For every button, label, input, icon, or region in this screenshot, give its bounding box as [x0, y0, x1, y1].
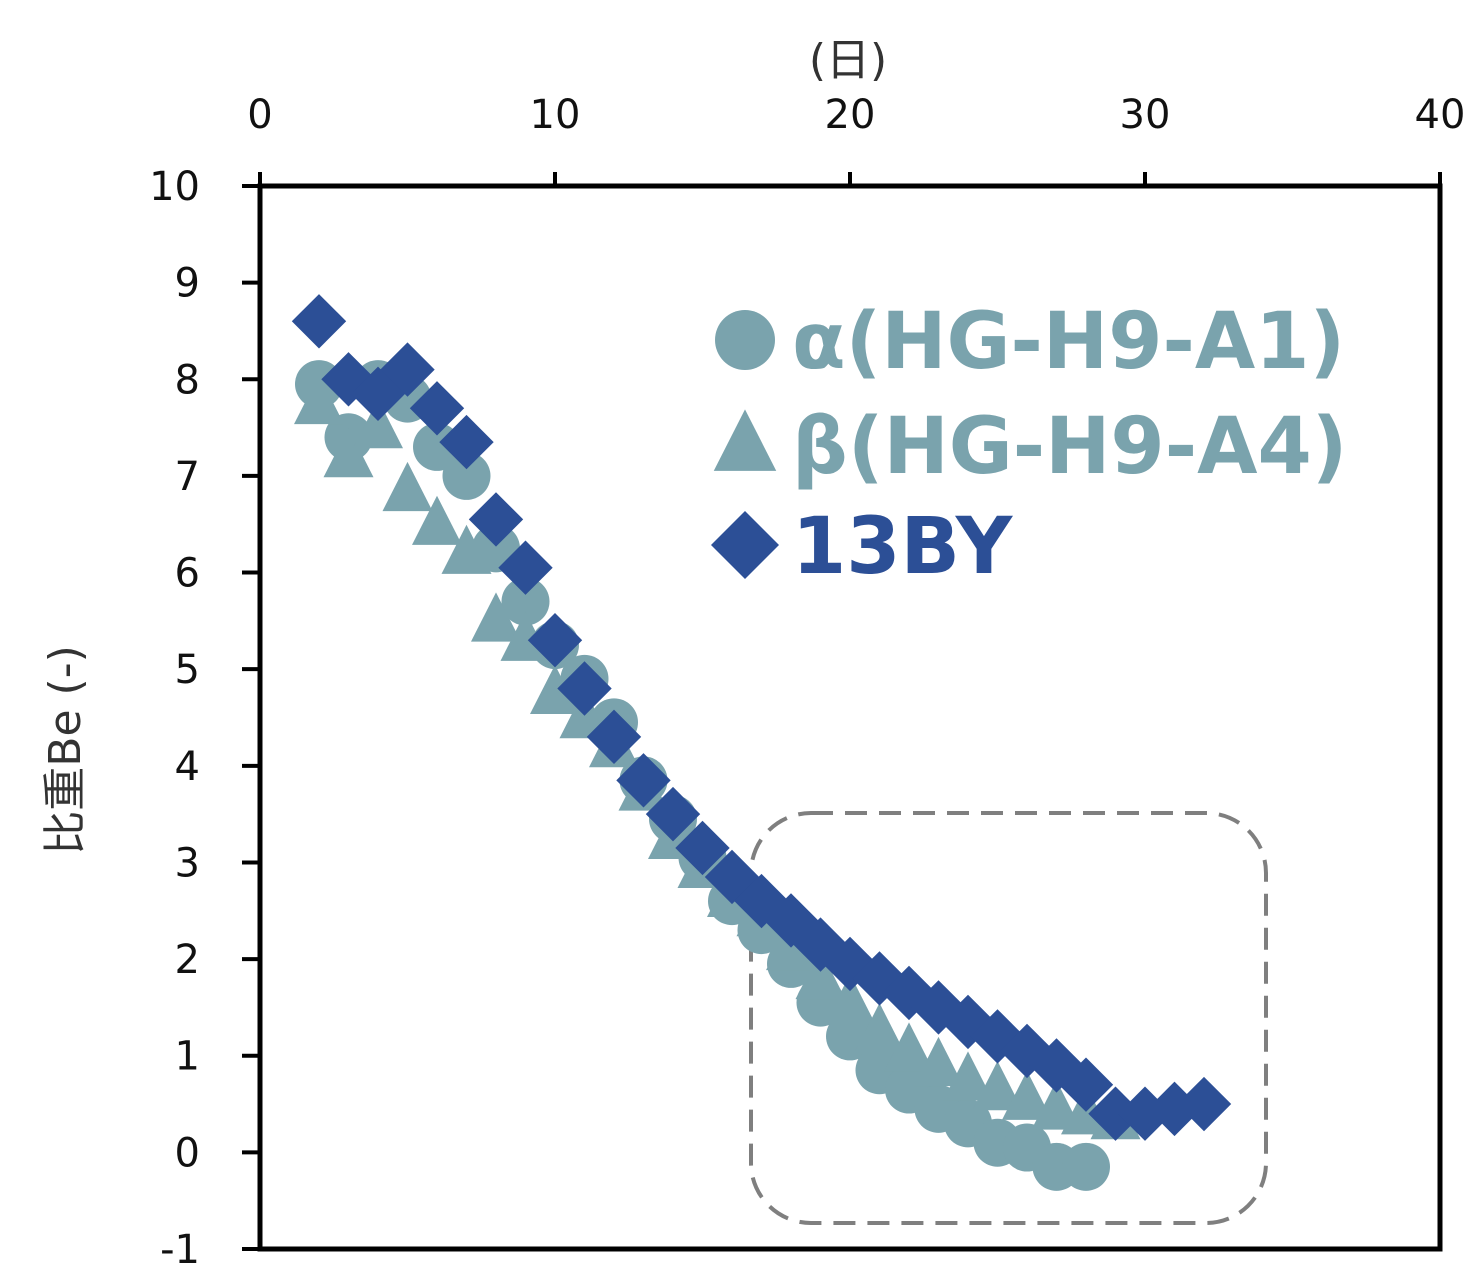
- data-point-triangle: [854, 1003, 905, 1053]
- legend-label: β(HG-H9-A4): [792, 402, 1347, 492]
- data-point-diamond: [1088, 1086, 1143, 1141]
- data-point-diamond: [1029, 1038, 1084, 1093]
- legend-marker-triangle: [713, 409, 777, 471]
- data-point-triangle: [323, 428, 374, 478]
- data-point-triangle: [1031, 1080, 1082, 1130]
- y-tick-label: 1: [175, 1034, 200, 1080]
- data-point-triangle: [412, 495, 462, 545]
- y-tick-label: 0: [175, 1130, 200, 1176]
- legend-marker-diamond: [711, 511, 779, 579]
- data-point-diamond: [527, 612, 583, 668]
- y-tick-label: 7: [175, 454, 200, 500]
- y-tick-label: 4: [175, 744, 200, 790]
- legend-label: 13BY: [792, 502, 1014, 592]
- y-tick-label: 2: [175, 937, 200, 983]
- data-point-triangle: [530, 664, 580, 715]
- data-point-diamond: [557, 661, 612, 716]
- x-tick-label: 20: [825, 92, 876, 138]
- data-point-diamond: [586, 709, 642, 765]
- data-point-diamond: [645, 786, 701, 842]
- y-tick-label: -1: [160, 1227, 200, 1273]
- y-axis-title: 比重Be (-): [40, 645, 91, 854]
- legend-marker-circle: [715, 310, 775, 370]
- data-point-triangle: [441, 524, 492, 574]
- data-point-circle: [442, 451, 491, 500]
- y-tick-label: 8: [175, 357, 200, 403]
- data-point-diamond: [380, 342, 435, 397]
- data-point-triangle: [825, 974, 875, 1024]
- y-tick-label: 5: [175, 647, 200, 693]
- y-tick-label: 3: [175, 840, 200, 886]
- data-point-triangle: [972, 1061, 1023, 1111]
- data-point-circle: [1062, 1142, 1110, 1191]
- highlight-box: [749, 811, 1268, 1225]
- data-point-diamond: [291, 294, 347, 349]
- data-point-triangle: [795, 949, 846, 1000]
- data-point-triangle: [1002, 1070, 1052, 1120]
- data-point-triangle: [943, 1051, 993, 1101]
- data-point-diamond: [498, 540, 553, 595]
- x-axis-title: (日): [809, 35, 887, 86]
- data-point-triangle: [382, 461, 433, 512]
- data-point-triangle: [913, 1036, 964, 1087]
- y-tick-label: 9: [175, 261, 200, 307]
- data-point-diamond: [468, 492, 524, 547]
- data-point-diamond: [675, 820, 730, 876]
- data-point-triangle: [353, 399, 403, 449]
- data-point-triangle: [471, 592, 521, 642]
- x-tick-label: 10: [530, 92, 581, 138]
- data-point-triangle: [294, 374, 344, 425]
- data-point-diamond: [1117, 1086, 1173, 1141]
- y-tick-label: 6: [175, 551, 200, 597]
- legend-label: α(HG-H9-A1): [792, 297, 1345, 387]
- data-point-circle: [501, 577, 550, 626]
- data-point-diamond: [1147, 1081, 1202, 1137]
- data-point-diamond: [1176, 1076, 1232, 1132]
- x-tick-label: 0: [247, 92, 272, 138]
- series-diamond: [291, 294, 1232, 1141]
- data-point-diamond: [616, 753, 671, 808]
- data-point-diamond: [409, 381, 465, 436]
- data-point-triangle: [884, 1022, 934, 1072]
- x-tick-label: 40: [1415, 92, 1466, 138]
- x-tick-label: 30: [1120, 92, 1171, 138]
- y-tick-label: 10: [149, 164, 200, 210]
- data-point-diamond: [439, 414, 494, 470]
- data-point-diamond: [1058, 1057, 1114, 1112]
